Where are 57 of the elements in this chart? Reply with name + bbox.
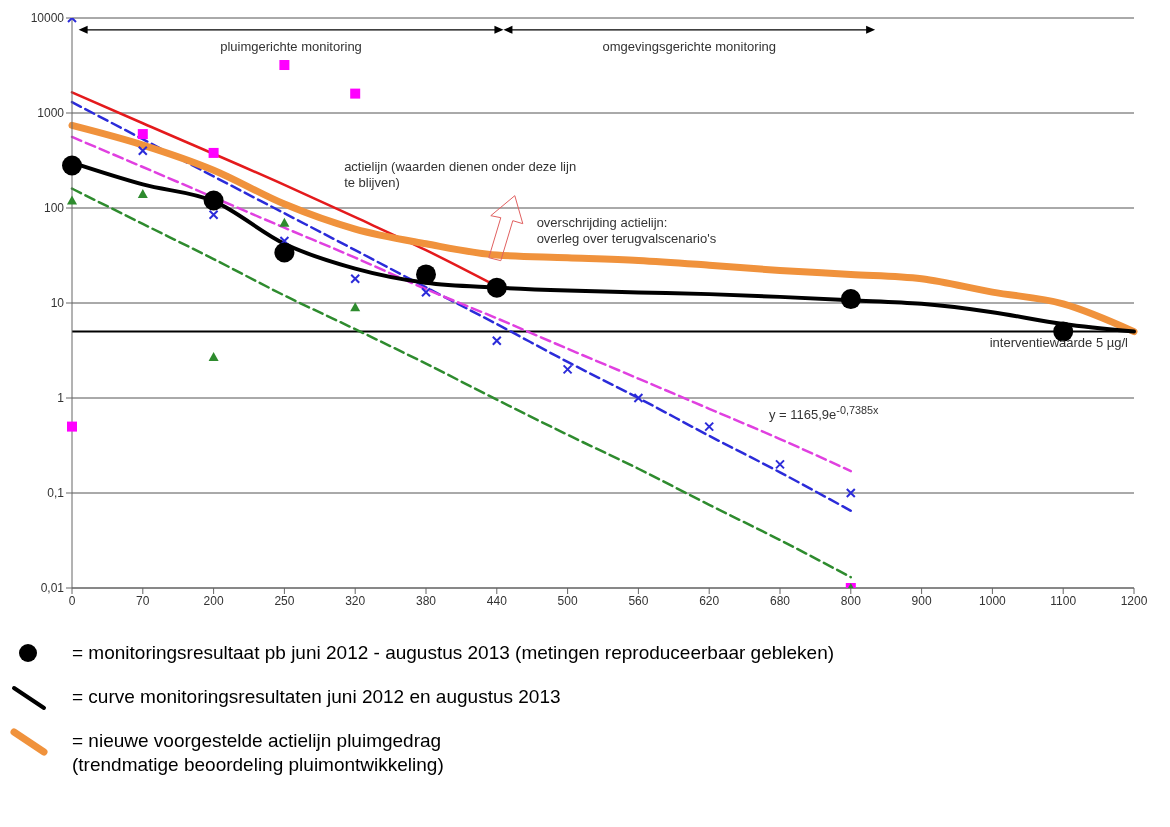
y-tick-label: 0,1 [47,486,65,501]
point [208,147,219,158]
point [421,287,431,298]
point [350,302,361,312]
y-tick-label: 0,01 [40,581,65,596]
x-tick-label: 1100 [1050,593,1077,608]
x-tick-label: 1000 [979,593,1007,608]
x-tick-label: 70 [136,593,150,608]
point [203,190,224,211]
y-tick-label: 1 [57,391,65,406]
point [279,60,290,71]
legend-label: = nieuwe voorgestelde actielijn pluimgedrag (trendmatige beoordeling pluimontwikkeling) [72,729,444,777]
point [416,264,436,285]
point [137,145,148,156]
x-tick-label: 380 [415,593,437,608]
legend-label: = curve monitoringsresultaten juni 2012 en augustus 2013 [72,685,561,709]
x-tick-label: 440 [486,593,508,608]
annotation: actielijn (waarden dienen onder deze lijn te blijven) [344,158,578,191]
x-tick-label: 680 [769,593,791,608]
y-tick-label: 100 [43,201,65,216]
point [350,273,361,284]
x-tick-label: 200 [203,593,224,608]
annotation: pluimgerichte monitoring [220,39,362,55]
annotation: omgevingsgerichte monitoring [602,39,776,55]
annotation: overschrijding actielijn: overleg over terugvalscenario's [536,214,718,247]
ref-line-label: interventiewaarde 5 µg/l [989,334,1129,350]
point [137,129,148,140]
x-tick-label: 320 [345,593,366,608]
point [62,155,82,176]
legend-label: = monitoringsresultaat pb juni 2012 - augustus 2013 (metingen reproduceerbaar gebleken) [72,641,835,665]
annotation: y = 1165,9e$^{-0,7385x}$ [768,403,880,424]
point [840,289,861,310]
point [279,217,290,227]
x-tick-label: 0 [68,593,76,608]
x-tick-label: 620 [699,593,720,608]
point [704,421,715,432]
point [137,189,148,199]
x-tick-label: 1200 [1120,593,1148,608]
y-tick-label: 10000 [30,11,65,26]
point [845,488,856,498]
point [775,459,785,470]
point [633,393,644,403]
x-tick-label: 500 [557,593,578,608]
point [208,209,219,220]
point [67,421,77,432]
point [350,88,361,99]
point [491,335,502,346]
point [274,242,295,263]
y-tick-label: 10 [50,296,65,311]
x-tick-label: 900 [911,593,932,608]
y-tick-label: 1000 [37,106,65,121]
x-tick-label: 560 [628,593,649,608]
point [562,364,573,375]
x-tick-label: 800 [840,593,862,608]
point [208,352,219,362]
x-tick-label: 250 [274,593,295,608]
point [486,277,507,298]
